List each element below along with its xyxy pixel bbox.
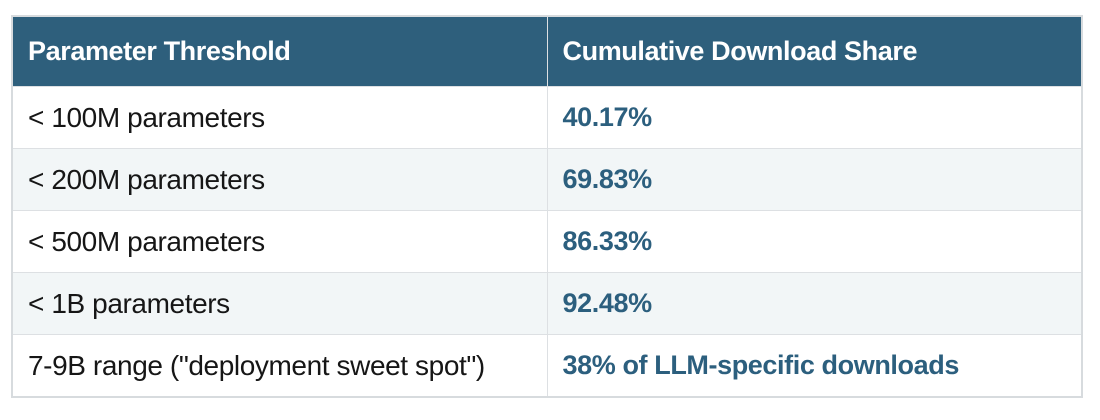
share-cell: 86.33%	[546, 210, 1083, 273]
share-cell: 92.48%	[546, 272, 1083, 335]
share-cell: 38% of LLM-specific downloads	[546, 334, 1083, 398]
column-header-cumulative-download-share: Cumulative Download Share	[546, 15, 1083, 87]
share-cell: 40.17%	[546, 86, 1083, 149]
threshold-cell: < 1B parameters	[11, 272, 548, 335]
parameter-download-share-table: Parameter Threshold Cumulative Download …	[11, 15, 1083, 398]
threshold-cell: < 200M parameters	[11, 148, 548, 211]
threshold-cell: < 500M parameters	[11, 210, 548, 273]
table-row: < 1B parameters 92.48%	[11, 272, 1083, 335]
share-cell: 69.83%	[546, 148, 1083, 211]
table-row: 7-9B range ("deployment sweet spot") 38%…	[11, 334, 1083, 398]
table-row: < 100M parameters 40.17%	[11, 86, 1083, 149]
threshold-cell: < 100M parameters	[11, 86, 548, 149]
table-row: < 200M parameters 69.83%	[11, 148, 1083, 211]
header-row: Parameter Threshold Cumulative Download …	[11, 15, 1083, 87]
table-row: < 500M parameters 86.33%	[11, 210, 1083, 273]
threshold-cell: 7-9B range ("deployment sweet spot")	[11, 334, 548, 398]
table-body: < 100M parameters 40.17% < 200M paramete…	[11, 86, 1083, 398]
table-header: Parameter Threshold Cumulative Download …	[11, 15, 1083, 87]
column-header-parameter-threshold: Parameter Threshold	[11, 15, 548, 87]
